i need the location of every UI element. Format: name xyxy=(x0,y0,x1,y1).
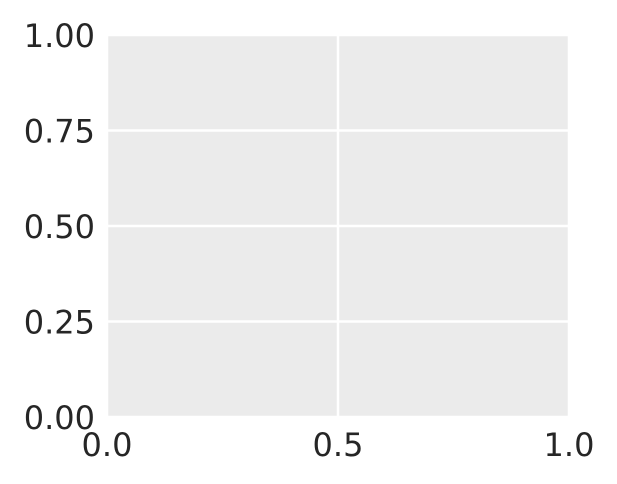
y-tick-label-4: 1.00 xyxy=(24,17,95,55)
x-tick-label-1: 0.5 xyxy=(313,426,364,464)
x-tick-label-0: 0.0 xyxy=(82,426,133,464)
x-tick-label-2: 1.0 xyxy=(544,426,595,464)
y-tick-label-3: 0.75 xyxy=(24,113,95,151)
x-axis-tick-labels: 0.0 0.5 1.0 xyxy=(82,426,595,464)
y-axis-tick-labels: 0.00 0.25 0.50 0.75 1.00 xyxy=(24,17,95,437)
y-tick-label-0: 0.00 xyxy=(24,399,95,437)
y-tick-label-1: 0.25 xyxy=(24,304,95,342)
grid xyxy=(105,33,571,419)
y-tick-label-2: 0.50 xyxy=(24,208,95,246)
